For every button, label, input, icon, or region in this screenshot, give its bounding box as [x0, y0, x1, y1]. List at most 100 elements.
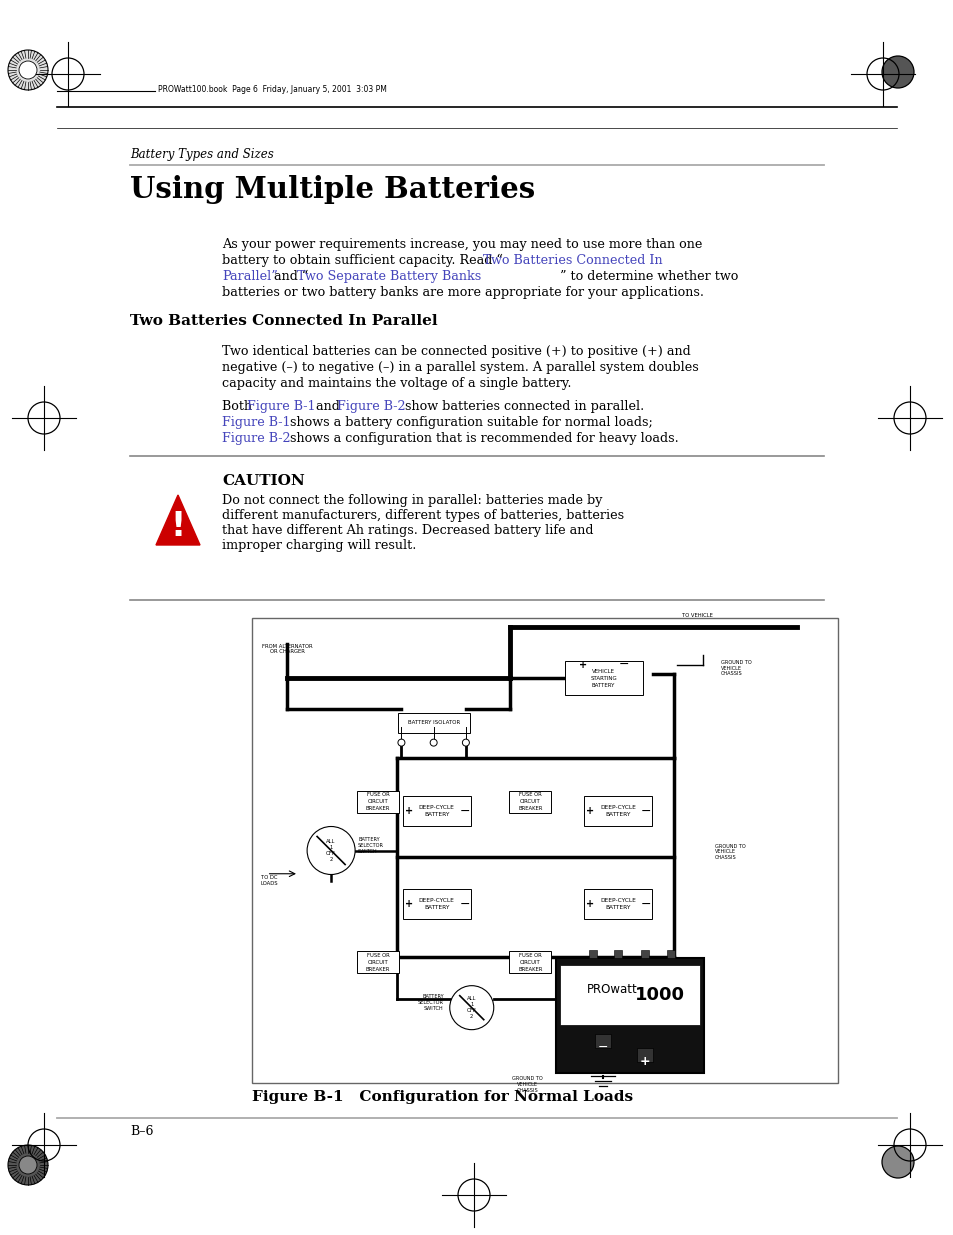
Text: shows a battery configuration suitable for normal loads;: shows a battery configuration suitable f…: [286, 416, 652, 429]
Bar: [595, 1034, 611, 1047]
Text: 1: 1: [470, 1002, 473, 1008]
Text: improper charging will result.: improper charging will result.: [222, 538, 416, 552]
Text: FUSE OR: FUSE OR: [366, 952, 389, 957]
Text: Figure B-1   Configuration for Normal Loads: Figure B-1 Configuration for Normal Load…: [252, 1091, 633, 1104]
Text: −: −: [458, 804, 469, 818]
Text: CIRCUIT: CIRCUIT: [519, 799, 540, 804]
Text: 2: 2: [470, 1014, 473, 1019]
Bar: [402, 797, 470, 826]
Text: Parallel”: Parallel”: [222, 270, 277, 283]
Text: Figure B-2: Figure B-2: [336, 400, 405, 412]
Text: DEEP-CYCLE: DEEP-CYCLE: [599, 898, 636, 903]
Text: BATTERY ISOLATOR: BATTERY ISOLATOR: [407, 720, 459, 725]
Bar: [564, 662, 642, 695]
Text: −: −: [640, 804, 651, 818]
Text: BREAKER: BREAKER: [365, 806, 390, 811]
Circle shape: [882, 1146, 913, 1178]
Text: TO VEHICLE: TO VEHICLE: [681, 613, 712, 618]
Text: Two Batteries Connected In Parallel: Two Batteries Connected In Parallel: [130, 314, 437, 329]
Bar: [640, 950, 648, 958]
Text: and “: and “: [270, 270, 308, 283]
Text: −: −: [640, 898, 651, 910]
Text: GROUND TO
VEHICLE
CHASSIS: GROUND TO VEHICLE CHASSIS: [714, 844, 745, 860]
Text: ALL: ALL: [326, 839, 335, 844]
Text: STARTING: STARTING: [590, 676, 617, 680]
Text: Using Multiple Batteries: Using Multiple Batteries: [130, 175, 535, 204]
Text: GROUND TO
VEHICLE
CHASSIS: GROUND TO VEHICLE CHASSIS: [720, 659, 751, 677]
Text: +: +: [639, 1055, 649, 1068]
Text: +: +: [585, 899, 594, 909]
Text: CIRCUIT: CIRCUIT: [519, 960, 540, 965]
Circle shape: [8, 1145, 48, 1186]
Bar: [583, 797, 652, 826]
Text: different manufacturers, different types of batteries, batteries: different manufacturers, different types…: [222, 509, 623, 522]
Text: TO DC
LOADS: TO DC LOADS: [260, 876, 278, 887]
Text: −: −: [618, 658, 629, 671]
Text: FUSE OR: FUSE OR: [518, 792, 541, 797]
Text: 2: 2: [329, 857, 333, 862]
Text: Two identical batteries can be connected positive (+) to positive (+) and: Two identical batteries can be connected…: [222, 345, 690, 358]
Bar: [509, 951, 551, 973]
Text: BATTERY: BATTERY: [423, 811, 449, 818]
Text: BREAKER: BREAKER: [517, 967, 542, 972]
Text: ALL: ALL: [467, 997, 476, 1002]
Text: VEHICLE: VEHICLE: [592, 669, 615, 674]
Text: Two Batteries Connected In: Two Batteries Connected In: [482, 254, 662, 267]
Bar: [252, 618, 837, 1083]
Text: CAUTION: CAUTION: [222, 474, 304, 488]
Text: FUSE OR: FUSE OR: [366, 792, 389, 797]
Text: Two Separate Battery Banks: Two Separate Battery Banks: [296, 270, 480, 283]
Text: CIRCUIT: CIRCUIT: [367, 799, 388, 804]
Bar: [356, 790, 398, 813]
Circle shape: [307, 826, 355, 874]
Text: 1: 1: [329, 845, 333, 850]
Text: OFF: OFF: [326, 851, 335, 856]
Bar: [636, 1047, 652, 1062]
Bar: [509, 790, 551, 813]
Bar: [559, 965, 700, 1025]
Text: +: +: [585, 806, 594, 816]
Text: BATTERY: BATTERY: [605, 811, 630, 818]
Bar: [583, 889, 652, 919]
Text: BREAKER: BREAKER: [517, 806, 542, 811]
Text: BATTERY
SELECTOR
SWITCH: BATTERY SELECTOR SWITCH: [357, 837, 384, 853]
Bar: [402, 889, 470, 919]
Circle shape: [19, 1156, 37, 1174]
Circle shape: [8, 49, 48, 90]
Text: +: +: [404, 899, 413, 909]
Text: FROM ALTERNATOR
OR CHARGER: FROM ALTERNATOR OR CHARGER: [261, 643, 313, 655]
Text: FUSE OR: FUSE OR: [518, 952, 541, 957]
Text: capacity and maintains the voltage of a single battery.: capacity and maintains the voltage of a …: [222, 377, 571, 390]
Bar: [667, 950, 675, 958]
Text: BATTERY: BATTERY: [605, 905, 630, 910]
Text: shows a configuration that is recommended for heavy loads.: shows a configuration that is recommende…: [286, 432, 678, 445]
Text: ” to determine whether two: ” to determine whether two: [559, 270, 738, 283]
Circle shape: [430, 739, 436, 746]
Polygon shape: [156, 495, 200, 545]
Text: CIRCUIT: CIRCUIT: [367, 960, 388, 965]
Text: BATTERY: BATTERY: [423, 905, 449, 910]
Circle shape: [882, 56, 913, 88]
Bar: [397, 713, 469, 732]
Text: batteries or two battery banks are more appropriate for your applications.: batteries or two battery banks are more …: [222, 287, 703, 299]
Bar: [356, 951, 398, 973]
Text: show batteries connected in parallel.: show batteries connected in parallel.: [400, 400, 643, 412]
Text: Figure B-1: Figure B-1: [222, 416, 291, 429]
Text: Figure B-2: Figure B-2: [222, 432, 291, 445]
Text: DEEP-CYCLE: DEEP-CYCLE: [418, 898, 454, 903]
Text: B–6: B–6: [130, 1125, 153, 1137]
Circle shape: [449, 986, 494, 1030]
Circle shape: [397, 739, 404, 746]
Text: Both: Both: [222, 400, 255, 412]
Text: +: +: [578, 659, 586, 669]
Circle shape: [462, 739, 469, 746]
Text: −: −: [458, 898, 469, 910]
Text: BATTERY
SELECTOR
SWITCH: BATTERY SELECTOR SWITCH: [417, 994, 443, 1011]
Text: Battery Types and Sizes: Battery Types and Sizes: [130, 148, 274, 161]
Text: Figure B-1: Figure B-1: [247, 400, 315, 412]
Bar: [556, 958, 703, 1073]
Bar: [588, 950, 597, 958]
Text: PROWatt100.book  Page 6  Friday, January 5, 2001  3:03 PM: PROWatt100.book Page 6 Friday, January 5…: [158, 85, 387, 95]
Text: −: −: [598, 1041, 608, 1055]
Text: 1000: 1000: [634, 986, 684, 1004]
